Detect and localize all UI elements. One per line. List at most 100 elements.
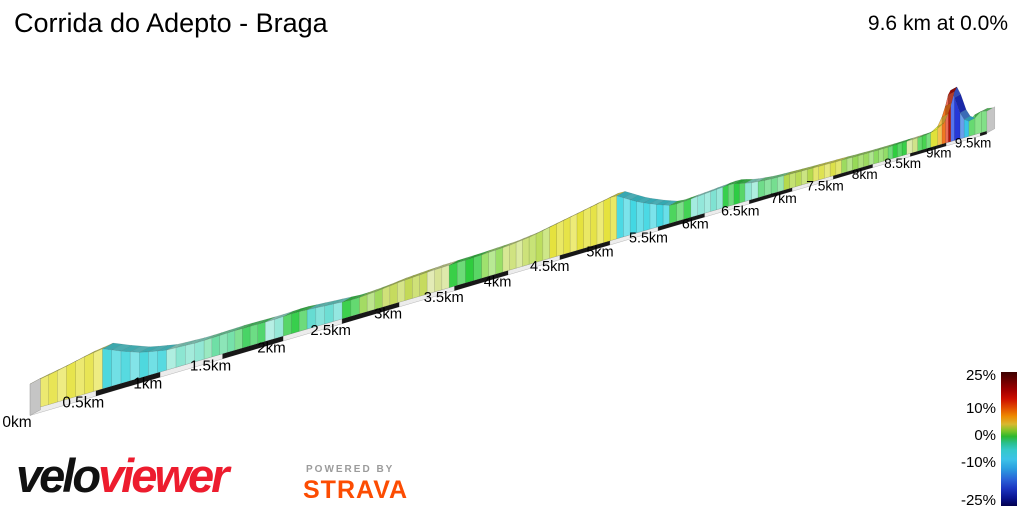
segment-top-surface: [835, 156, 849, 163]
distance-tick-label: 3km: [374, 306, 402, 322]
segment-front-face: [710, 189, 717, 212]
segment-top-surface: [211, 329, 230, 339]
segment-front-face: [744, 182, 752, 202]
segment-front-face: [937, 117, 943, 146]
segment-front-face: [75, 356, 85, 398]
segment-front-face: [412, 274, 420, 299]
distance-tick-label: 2.5km: [310, 323, 351, 339]
distance-tick-label: 5.5km: [629, 230, 668, 246]
segment-front-face: [175, 345, 186, 368]
segment-top-surface: [954, 93, 967, 114]
segment-front-face: [649, 203, 657, 230]
segment-front-face: [441, 264, 450, 291]
legend-tick-label: 10%: [965, 399, 996, 417]
segment-top-surface: [642, 198, 659, 204]
segment-front-face: [643, 202, 651, 232]
segment-top-surface: [596, 196, 613, 205]
segment-front-face: [542, 226, 550, 261]
segment-front-face: [697, 193, 705, 216]
segment-top-surface: [603, 192, 619, 202]
segment-front-face: [350, 297, 360, 317]
distance-tick-label: 8km: [852, 167, 878, 182]
segment-top-surface: [733, 179, 748, 184]
ride-summary: 9.6 km at 0.0%: [867, 12, 1008, 35]
segment-front-face: [941, 105, 946, 145]
segment-front-face: [242, 326, 251, 349]
distance-tick-label: 1km: [133, 376, 162, 393]
gradient-legend-bar: [1001, 372, 1017, 506]
strava-logo[interactable]: STRAVA: [303, 476, 409, 504]
distance-tick-label: 7km: [770, 190, 796, 206]
segment-front-face: [609, 195, 617, 242]
segment-front-face: [111, 349, 122, 387]
segment-front-face: [333, 301, 343, 322]
segment-front-face: [282, 313, 292, 337]
end-cap-left: [29, 377, 41, 416]
segment-front-face: [219, 332, 228, 356]
page-title: Corrida do Adepto - Braga: [14, 8, 328, 38]
segment-top-surface: [315, 300, 335, 309]
powered-by-label: POWERED BY: [306, 464, 395, 475]
segment-top-surface: [120, 345, 142, 353]
segment-top-surface: [75, 350, 96, 362]
segment-front-face: [404, 277, 413, 301]
segment-front-face: [897, 142, 903, 158]
segment-front-face: [502, 245, 510, 273]
legend-tick-label: -10%: [960, 454, 996, 472]
veloviewer-logo-viewer: viewer: [98, 449, 229, 502]
segment-front-face: [690, 196, 698, 218]
segment-front-face: [795, 170, 802, 188]
segment-front-face: [465, 257, 474, 284]
segment-front-face: [757, 180, 765, 198]
legend-tick-label: 0%: [974, 426, 996, 444]
segment-front-face: [515, 239, 523, 269]
segment-front-face: [448, 262, 458, 289]
segment-front-face: [563, 216, 571, 255]
segment-front-face: [522, 237, 530, 267]
segment-top-surface: [397, 274, 415, 284]
segment-top-surface: [495, 242, 512, 251]
segment-front-face: [783, 173, 790, 191]
segment-front-face: [596, 200, 604, 245]
segment-top-surface: [502, 240, 519, 248]
segment-front-face: [148, 350, 158, 376]
distance-tick-label: 3.5km: [424, 290, 464, 306]
segment-top-surface: [481, 247, 498, 256]
segment-front-face: [603, 197, 611, 243]
distance-tick-label: 0km: [2, 414, 31, 431]
legend-tick-label: -25%: [960, 492, 996, 510]
segment-front-face: [488, 249, 496, 277]
distance-tick-label: 8.5km: [884, 156, 921, 171]
segment-top-surface: [576, 205, 593, 215]
distance-tick-label: 6.5km: [721, 202, 759, 218]
segment-front-face: [359, 294, 368, 315]
segment-top-surface: [419, 267, 437, 276]
segment-front-face: [211, 335, 220, 358]
segment-front-face: [656, 204, 664, 228]
segment-front-face: [911, 137, 918, 154]
segment-front-face: [290, 311, 300, 335]
segment-front-face: [139, 351, 149, 379]
segment-front-face: [556, 220, 564, 257]
veloviewer-logo[interactable]: veloviewer: [16, 449, 229, 502]
segment-front-face: [473, 254, 482, 281]
segment-front-face: [298, 309, 308, 332]
segment-front-face: [324, 303, 334, 325]
distance-tick-label: 4km: [484, 274, 512, 290]
segment-front-face: [157, 349, 167, 374]
distance-tick-label: 7.5km: [806, 179, 844, 194]
segment-front-face: [397, 279, 406, 304]
segment-front-face: [789, 172, 796, 189]
segment-top-surface: [366, 286, 385, 295]
segment-front-face: [590, 203, 598, 247]
segment-front-face: [906, 139, 913, 155]
segment-top-surface: [963, 115, 976, 122]
baseline-tick-bar: [979, 130, 988, 137]
segment-front-face: [583, 206, 591, 249]
distance-tick-label: 4.5km: [530, 259, 570, 275]
segment-top-surface: [283, 308, 302, 317]
segment-front-face: [120, 350, 131, 384]
segment-front-face: [901, 141, 907, 157]
segment-front-face: [739, 183, 746, 204]
